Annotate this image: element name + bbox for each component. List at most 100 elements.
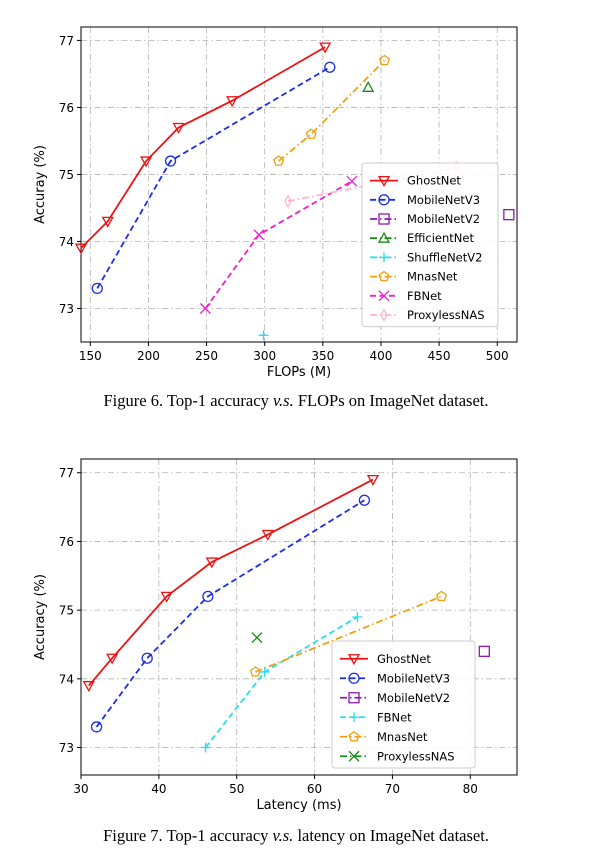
fig7-legend-frame xyxy=(331,640,476,769)
fig7-series-0-point-4 xyxy=(261,529,274,541)
fig6-series-1-point-2 xyxy=(324,61,336,73)
fig6-series-5-point-0 xyxy=(273,155,285,166)
fig7-ytick-label-1: 74 xyxy=(59,672,74,686)
fig6-legend-label-6: FBNet xyxy=(407,289,442,303)
fig6-series-5-line xyxy=(278,59,386,162)
fig7-series-1 xyxy=(90,494,371,733)
fig6-series-2 xyxy=(503,209,515,221)
fig7-series-0-point-5 xyxy=(366,474,380,486)
fig6-series-1-line xyxy=(96,66,331,289)
fig6-legend-marker-1 xyxy=(378,194,390,206)
fig6-series-6-point-2 xyxy=(346,175,358,187)
fig6-legend-label-1: MobileNetV3 xyxy=(407,193,480,207)
fig7-legend-marker-4 xyxy=(348,730,360,742)
fig6-xtick-label-5: 400 xyxy=(370,349,393,363)
fig7-legend-label-5: ProxylessNAS xyxy=(377,749,455,763)
figure-6-caption: Figure 6. Top-1 accuracy v.s. FLOPs on I… xyxy=(103,391,488,410)
fig7-series-5 xyxy=(251,632,263,644)
fig7-series-4-line xyxy=(255,595,442,673)
fig6-series-4 xyxy=(258,330,269,341)
fig7-legend-marker-0 xyxy=(347,654,361,666)
fig6-xtick-label-2: 250 xyxy=(195,349,218,363)
fig7-xtick-label-5: 80 xyxy=(463,782,478,796)
fig7-ytick-label-3: 76 xyxy=(59,535,74,549)
fig7-series-0 xyxy=(82,474,380,693)
fig7-series-1-point-2 xyxy=(202,590,214,603)
fig6-xtick-label-0: 150 xyxy=(79,349,102,363)
fig7-xtick-label-4: 70 xyxy=(385,782,400,796)
fig6-series-6 xyxy=(199,175,358,314)
fig7-ytick-label-4: 77 xyxy=(59,466,74,480)
fig6-x-axis-label: FLOPs (M) xyxy=(267,365,331,380)
fig6-ytick-label-1: 74 xyxy=(59,235,74,249)
fig6-legend-marker-6 xyxy=(378,290,390,302)
fig6-y-axis-label: Accuray (%) xyxy=(33,145,48,224)
fig7-series-1-point-1 xyxy=(141,652,153,664)
fig6-series-6-point-0 xyxy=(199,303,211,314)
fig7-xtick-label-3: 60 xyxy=(307,782,322,796)
fig6-legend-marker-4 xyxy=(379,252,389,263)
fig7-series-3-point-2 xyxy=(352,612,363,622)
fig7-legend-label-0: GhostNet xyxy=(377,652,431,666)
fig7-legend-marker-5 xyxy=(348,750,360,762)
fig6-series-0-point-3 xyxy=(172,122,185,134)
fig6-series-6-line xyxy=(204,180,353,310)
fig6-xtick-label-1: 200 xyxy=(137,349,160,363)
fig6-xtick-label-6: 450 xyxy=(428,349,451,363)
figure-7-caption: Figure 7. Top-1 accuracy v.s. latency on… xyxy=(103,826,489,845)
fig7-legend: GhostNet MobileNetV3 MobileNetV2 FBNet MnasN… xyxy=(331,640,476,769)
fig6-series-0-point-2 xyxy=(140,156,153,168)
fig6-xtick-label-4: 350 xyxy=(311,349,334,363)
fig7-series-3-point-0 xyxy=(200,742,211,753)
fig6-series-3 xyxy=(362,80,375,92)
fig6-series-0-point-0 xyxy=(74,243,88,255)
fig7-series-0-point-0 xyxy=(82,681,95,693)
fig7-series-0-line xyxy=(88,478,374,687)
fig6-series-0-line xyxy=(80,46,326,249)
fig6-series-5-point-1 xyxy=(305,128,317,139)
fig6-series-2-point-0 xyxy=(503,209,515,221)
fig7-xtick-label-1: 40 xyxy=(151,782,166,796)
fig7-legend-marker-2 xyxy=(348,692,360,704)
fig6-series-0-point-4 xyxy=(226,96,239,108)
latency-chart: 30 40 50 60 70 80 73 74 75 76 77 Latency (ms) Accura… xyxy=(33,458,518,813)
fig7-series-3-point-1 xyxy=(259,666,270,677)
fig7-legend-label-3: FBNet xyxy=(377,710,412,724)
fig6-legend-frame xyxy=(361,162,499,328)
fig7-x-axis-label: Latency (ms) xyxy=(256,798,341,813)
fig7-legend-marker-3 xyxy=(349,712,359,723)
fig6-xtick-label-7: 500 xyxy=(486,349,509,363)
fig6-series-7-point-0 xyxy=(284,194,292,209)
fig7-series-4-point-1 xyxy=(435,590,447,602)
fig6-ytick-label-0: 73 xyxy=(59,302,74,316)
fig6-legend-label-4: ShuffleNetV2 xyxy=(407,250,482,264)
fig6-legend-marker-2 xyxy=(378,213,390,225)
fig6-legend: GhostNet MobileNetV3 MobileNetV2 EfficientN… xyxy=(361,162,499,328)
fig6-series-3-point-0 xyxy=(362,80,375,92)
fig7-series-4 xyxy=(249,590,447,677)
fig6-legend-marker-0 xyxy=(377,175,391,187)
fig7-legend-label-4: MnasNet xyxy=(377,730,428,744)
fig6-series-0-point-1 xyxy=(101,216,114,228)
fig6-legend-label-5: MnasNet xyxy=(407,270,458,284)
fig7-series-2 xyxy=(478,645,490,657)
fig7-xtick-label-0: 30 xyxy=(73,782,88,796)
fig6-legend-label-7: ProxylessNAS xyxy=(407,308,485,322)
fig6-series-0 xyxy=(74,42,332,255)
fig7-legend-label-1: MobileNetV3 xyxy=(377,671,450,685)
fig7-axes-frame xyxy=(80,458,518,776)
fig6-series-4-point-0 xyxy=(258,330,269,341)
fig6-ytick-label-4: 77 xyxy=(59,34,74,48)
fig6-series-1-point-0 xyxy=(91,282,103,295)
flops-chart: 150 200 250 300 350 400 450 500 73 74 75 76 77 FLOPs … xyxy=(33,26,518,380)
fig6-ytick-label-3: 76 xyxy=(59,101,74,115)
fig7-legend-label-2: MobileNetV2 xyxy=(377,691,450,705)
fig7-series-1-point-3 xyxy=(358,494,371,506)
fig6-legend-label-3: EfficientNet xyxy=(407,231,474,245)
fig7-series-0-point-2 xyxy=(160,591,173,603)
fig7-legend-marker-1 xyxy=(348,672,360,684)
fig7-series-1-point-0 xyxy=(90,721,103,733)
fig7-ytick-label-0: 73 xyxy=(59,741,74,755)
fig7-y-axis-label: Accuracy (%) xyxy=(33,574,48,660)
